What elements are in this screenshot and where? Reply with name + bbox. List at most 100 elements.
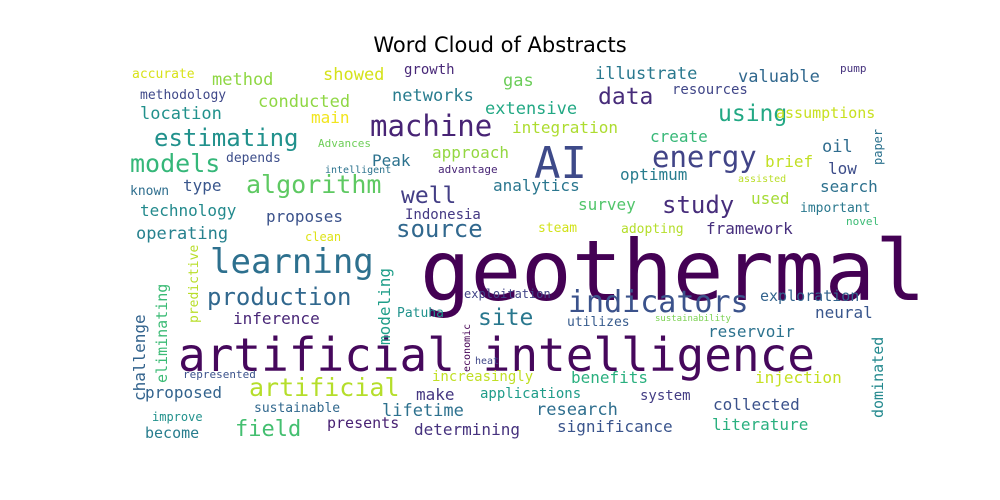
word-technology: technology	[140, 201, 237, 220]
word-low: low	[828, 159, 857, 178]
word-assisted: assisted	[738, 174, 786, 185]
word-reservoir: reservoir	[708, 322, 795, 341]
word-indicators: indicators	[568, 285, 749, 320]
word-analytics: analytics	[493, 176, 580, 195]
word-lifetime: lifetime	[382, 401, 464, 421]
word-utilizes: utilizes	[567, 315, 630, 330]
word-well: well	[401, 183, 456, 209]
word-research: research	[536, 400, 618, 420]
word-artificial: artificial	[249, 373, 400, 402]
word-injection: injection	[755, 368, 842, 387]
word-modeling: modeling	[375, 268, 394, 345]
word-clean: clean	[305, 230, 341, 244]
word-significance: significance	[557, 417, 673, 436]
word-pump: pump	[840, 62, 867, 75]
word-presents: presents	[327, 414, 399, 432]
word-benefits: benefits	[571, 368, 648, 387]
word-assumptions: assumptions	[776, 104, 875, 122]
word-sustainable: sustainable	[254, 401, 340, 416]
word-integration: integration	[512, 118, 618, 137]
word-novel: novel	[846, 215, 879, 228]
word-depends: depends	[226, 151, 281, 166]
word-methodology: methodology	[140, 88, 226, 103]
word-ai: AI	[534, 138, 587, 189]
word-indonesia: Indonesia	[405, 207, 481, 223]
word-peak: Peak	[372, 151, 411, 170]
word-challenge: challenge	[130, 314, 149, 401]
word-resources: resources	[672, 82, 748, 98]
word-algorithm: algorithm	[246, 170, 381, 199]
word-known: known	[130, 184, 169, 199]
word-steam: steam	[538, 221, 577, 236]
word-artificial-intelligence: artificial intelligence	[178, 328, 815, 382]
word-using: using	[718, 101, 787, 127]
word-main: main	[311, 108, 350, 127]
word-increasingly: increasingly	[432, 369, 533, 385]
word-patuha: Patuha	[397, 306, 444, 321]
word-location: location	[140, 104, 222, 124]
word-field: field	[235, 417, 301, 442]
word-site: site	[478, 305, 533, 331]
word-literature: literature	[712, 415, 808, 434]
word-become: become	[145, 424, 199, 442]
word-accurate: accurate	[132, 67, 195, 82]
word-type: type	[183, 176, 222, 195]
word-study: study	[662, 191, 734, 219]
chart-title: Word Cloud of Abstracts	[373, 33, 627, 57]
word-method: method	[212, 70, 273, 90]
word-improve: improve	[152, 410, 203, 424]
word-growth: growth	[404, 62, 455, 78]
word-heat: heat	[475, 356, 499, 367]
word-economic: economic	[462, 324, 473, 372]
word-models: models	[130, 149, 220, 178]
word-determining: determining	[414, 420, 520, 439]
word-adopting: adopting	[621, 222, 684, 237]
word-eliminating: eliminating	[153, 284, 171, 383]
word-represented: represented	[183, 368, 256, 381]
word-intelligent: intelligent	[325, 165, 391, 176]
word-learning: learning	[210, 242, 374, 282]
word-advantage: advantage	[438, 163, 498, 176]
word-create: create	[650, 127, 708, 146]
word-machine: machine	[370, 109, 492, 143]
word-production: production	[207, 283, 352, 311]
word-operating: operating	[136, 224, 228, 244]
word-sustainability: sustainability	[655, 314, 731, 324]
word-data: data	[598, 84, 653, 110]
word-collected: collected	[713, 395, 800, 414]
word-approach: approach	[432, 143, 509, 162]
word-proposed: proposed	[145, 383, 222, 402]
word-inference: inference	[233, 309, 320, 328]
word-geothermal: geothermal	[420, 222, 926, 320]
word-paper: paper	[871, 129, 885, 165]
word-predictive: predictive	[187, 245, 202, 323]
word-system: system	[640, 388, 691, 404]
word-make: make	[416, 385, 455, 404]
word-applications: applications	[480, 386, 581, 402]
word-optimum: optimum	[620, 165, 687, 184]
word-networks: networks	[392, 86, 474, 106]
word-exploration: exploration	[760, 287, 859, 305]
word-survey: survey	[578, 195, 636, 214]
word-search: search	[820, 177, 878, 196]
word-exploitation: exploitation	[464, 287, 551, 301]
word-estimating: estimating	[154, 124, 299, 152]
word-dominated: dominated	[869, 337, 887, 418]
word-proposes: proposes	[266, 207, 343, 226]
word-conducted: conducted	[258, 92, 350, 112]
word-framework: framework	[706, 219, 793, 238]
word-illustrate: illustrate	[595, 64, 697, 84]
word-neural: neural	[815, 303, 873, 322]
word-showed: showed	[323, 65, 384, 85]
word-extensive: extensive	[485, 99, 577, 119]
word-gas: gas	[503, 71, 534, 91]
word-energy: energy	[652, 140, 757, 174]
word-valuable: valuable	[738, 67, 820, 87]
word-used: used	[751, 189, 790, 208]
word-source: source	[396, 215, 483, 243]
word-advances: Advances	[318, 137, 371, 150]
word-brief: brief	[765, 152, 813, 171]
word-oil: oil	[822, 137, 853, 157]
word-important: important	[800, 201, 870, 216]
